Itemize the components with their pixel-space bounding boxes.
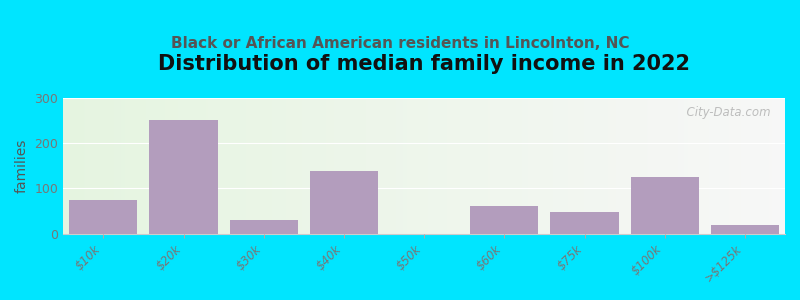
Bar	[711, 225, 779, 234]
Bar	[230, 220, 298, 234]
Bar	[550, 212, 618, 234]
Bar	[150, 120, 218, 234]
Y-axis label: families: families	[15, 139, 29, 193]
Bar	[630, 177, 698, 234]
Bar	[470, 206, 538, 234]
Text: Black or African American residents in Lincolnton, NC: Black or African American residents in L…	[170, 36, 630, 51]
Bar	[70, 200, 138, 234]
Bar	[310, 171, 378, 234]
Title: Distribution of median family income in 2022: Distribution of median family income in …	[158, 54, 690, 74]
Text: City-Data.com: City-Data.com	[679, 106, 770, 119]
